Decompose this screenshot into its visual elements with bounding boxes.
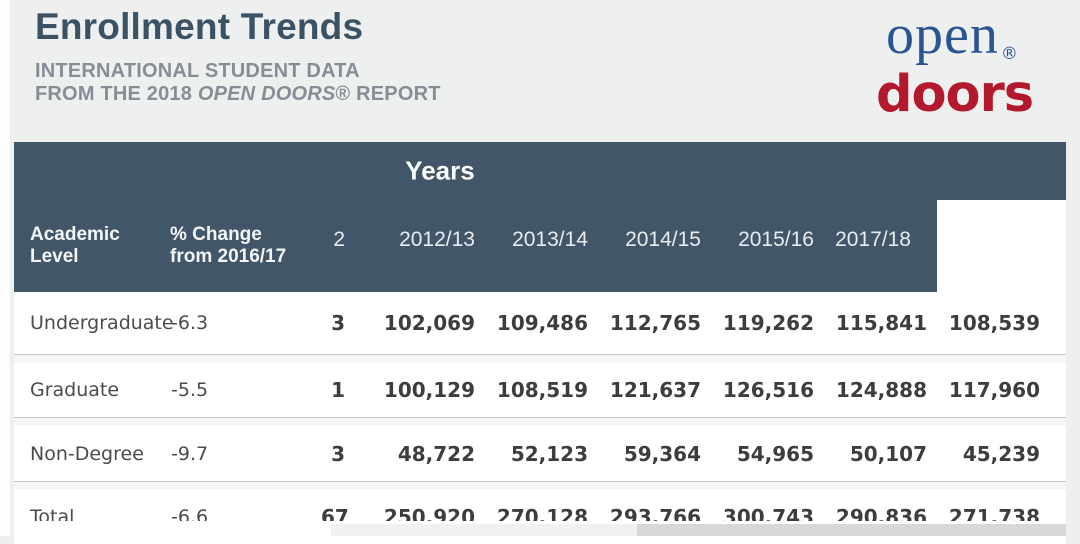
subtitle-line-1: INTERNATIONAL STUDENT DATA bbox=[35, 60, 360, 82]
value-cell: 3 bbox=[320, 426, 355, 482]
col-header-year-2014-15: 2014/15 bbox=[598, 200, 711, 292]
enrollment-table: Years Academic Level % Change from 2016/… bbox=[14, 142, 1066, 544]
row-separator bbox=[14, 481, 1066, 490]
value-cell: 124,888 bbox=[824, 363, 937, 418]
row-separator bbox=[14, 417, 1066, 426]
col-header-academic-level: Academic Level bbox=[14, 200, 170, 292]
value-cell: 108,519 bbox=[485, 363, 598, 418]
value-cell: 119,262 bbox=[711, 292, 824, 355]
value-cell: 1 bbox=[320, 363, 355, 418]
page-title: Enrollment Trends bbox=[35, 6, 364, 47]
years-group-header: Years bbox=[405, 155, 475, 186]
col-header-year-2015-16: 2015/16 bbox=[711, 200, 824, 292]
value-cell: 100,129 bbox=[355, 363, 485, 418]
left-margin-strip bbox=[0, 0, 10, 536]
table-row-undergraduate: Undergraduate -6.3 3 102,069 109,486 112… bbox=[14, 292, 1066, 355]
col-header-year-clipped: 2 bbox=[320, 200, 355, 292]
academic-level-cell: Graduate bbox=[14, 363, 170, 418]
value-cell: 121,637 bbox=[598, 363, 711, 418]
horizontal-scrollbar-thumb[interactable] bbox=[637, 524, 1066, 536]
subtitle: INTERNATIONAL STUDENT DATA FROM THE 2018… bbox=[35, 60, 441, 106]
value-cell: 48,722 bbox=[355, 426, 485, 482]
logo-doors-text: doors bbox=[876, 65, 1034, 124]
horizontal-scrollbar[interactable] bbox=[331, 524, 1066, 536]
academic-level-cell: Undergraduate bbox=[14, 292, 174, 355]
academic-level-cell: Non-Degree bbox=[14, 426, 170, 482]
registered-mark-icon: ® bbox=[1000, 44, 1018, 64]
value-cell: 52,123 bbox=[485, 426, 598, 482]
pct-change-cell: -6.3 bbox=[170, 292, 320, 355]
subtitle-line-2: FROM THE 2018 OPEN DOORS® REPORT bbox=[35, 83, 441, 105]
subtitle-report-name: OPEN DOORS bbox=[197, 83, 336, 105]
pct-change-cell: -9.7 bbox=[170, 426, 320, 482]
open-doors-logo: open ® doors bbox=[876, 7, 1066, 124]
col-header-pct-change: % Change from 2016/17 bbox=[170, 200, 320, 292]
value-cell: 117,960 bbox=[937, 363, 1066, 418]
table-row-non-degree: Non-Degree -9.7 3 48,722 52,123 59,364 5… bbox=[14, 426, 1066, 482]
col-header-year-2012-13: 2012/13 bbox=[355, 200, 485, 292]
col-header-year-2013-14: 2013/14 bbox=[485, 200, 598, 292]
logo-open-text: open bbox=[886, 4, 999, 66]
value-cell: 115,841 bbox=[824, 292, 937, 355]
table-row-graduate: Graduate -5.5 1 100,129 108,519 121,637 … bbox=[14, 363, 1066, 418]
value-cell: 59,364 bbox=[598, 426, 711, 482]
value-cell: 109,486 bbox=[485, 292, 598, 355]
value-cell: 45,239 bbox=[937, 426, 1066, 482]
value-cell: 3 bbox=[320, 292, 355, 355]
value-cell: 102,069 bbox=[355, 292, 485, 355]
value-cell: 50,107 bbox=[824, 426, 937, 482]
row-separator bbox=[14, 354, 1066, 363]
pct-change-cell: -5.5 bbox=[170, 363, 320, 418]
value-cell: 108,539 bbox=[937, 292, 1066, 355]
value-cell: 54,965 bbox=[711, 426, 824, 482]
value-cell: 112,765 bbox=[598, 292, 711, 355]
years-group-header-band: Years bbox=[14, 142, 1066, 200]
col-header-year-2017-18: 2017/18 bbox=[824, 200, 937, 292]
value-cell: 126,516 bbox=[711, 363, 824, 418]
